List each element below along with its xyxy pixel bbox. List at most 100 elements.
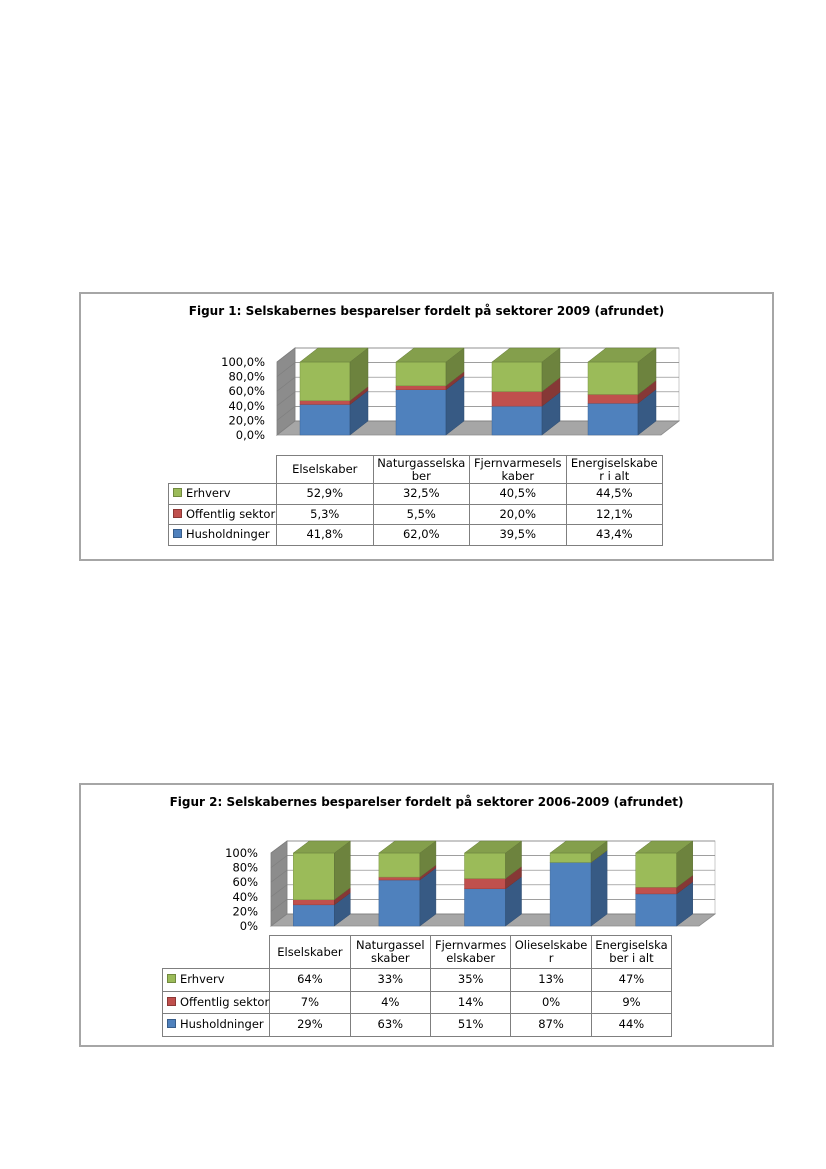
data-label: 9% (590, 990, 673, 1014)
category-label-line: Fjernvarmesels (473, 455, 562, 470)
bar-front (587, 403, 639, 436)
bar-front (293, 852, 335, 900)
bar-segment (378, 867, 437, 927)
bar-top (299, 347, 369, 363)
legend-entry: Erhverv (168, 483, 277, 505)
data-label: 52,9% (276, 483, 374, 505)
bar-segment (491, 347, 561, 393)
table-row: Erhverv 52,9% 32,5% 40,5% 44,5% (168, 483, 663, 505)
legend-swatch (167, 1019, 176, 1029)
category-label-line: r (548, 951, 554, 965)
x-category-label: Olieselskabe r (510, 935, 592, 969)
y-tick-label: 40,0% (228, 399, 265, 413)
category-label-line: kaber (501, 468, 535, 483)
bar-segment (549, 849, 608, 927)
bar-front (491, 405, 543, 436)
data-label: 47% (590, 968, 673, 992)
bar-front (395, 389, 447, 436)
data-label: 4% (349, 990, 431, 1014)
bar-front (293, 899, 335, 906)
category-label-line: skaber (370, 951, 410, 965)
series-name: Offentlig sektor (180, 994, 270, 1009)
bar-segment (635, 881, 693, 927)
category-label-line: Naturgassel (356, 938, 425, 952)
series-name: Husholdninger (186, 527, 270, 542)
data-label: 5,3% (276, 503, 374, 525)
bar-segment (395, 375, 465, 436)
bar-front (635, 893, 677, 927)
category-label-line: elskaber (446, 951, 496, 965)
data-label: 13% (510, 968, 592, 992)
side-wall (276, 347, 296, 436)
data-label: 64% (269, 968, 351, 992)
bar-segment (299, 389, 369, 436)
category-label-line: r i alt (599, 468, 630, 483)
y-tick-label: 20% (232, 904, 258, 918)
bar-segment (587, 347, 657, 395)
bar-front (491, 391, 543, 407)
category-label-line: Elselskaber (292, 462, 358, 476)
series-name: Husholdninger (180, 1017, 264, 1032)
data-label: 43,4% (565, 524, 663, 546)
bar-front (299, 361, 351, 401)
bar-front (549, 862, 592, 927)
chart-plot: 0,0%20,0%40,0%60,0%80,0%100,0% (221, 347, 681, 442)
data-label: 62,0% (372, 524, 470, 546)
y-tick-label: 0,0% (236, 428, 265, 442)
bar-top (378, 840, 437, 854)
series-name: Erhverv (180, 972, 225, 987)
data-label: 63% (349, 1013, 431, 1037)
bar-front (464, 888, 506, 927)
y-tick-label: 80,0% (228, 370, 265, 384)
table-row: Husholdninger 29% 63% 51% 87% 44% (161, 1013, 673, 1037)
legend-swatch (173, 488, 182, 498)
x-category-label: Elselskaber (276, 455, 374, 484)
data-label: 39,5% (469, 524, 567, 546)
y-tick-label: 20,0% (228, 413, 265, 427)
bar-front (464, 878, 506, 890)
data-label: 51% (429, 1013, 512, 1037)
data-label: 32,5% (372, 483, 470, 505)
bar-segment (299, 347, 369, 402)
legend-entry: Husholdninger (168, 524, 277, 546)
bar-front (395, 361, 447, 386)
y-tick-label: 100,0% (221, 355, 265, 369)
bar-front (464, 852, 506, 879)
side-wall (270, 840, 288, 927)
chart-title: Figur 1: Selskabernes besparelser fordel… (188, 304, 665, 318)
bar-front (587, 361, 639, 395)
bar-front (395, 385, 447, 390)
bar-front (378, 876, 421, 881)
legend-swatch (167, 974, 176, 984)
category-label-line: Fjernvarmes (435, 938, 507, 952)
figure-2: Figur 2: Selskabernes besparelser fordel… (79, 783, 774, 1047)
bar-top (292, 840, 352, 854)
bar-top (634, 840, 694, 854)
data-label: 35% (429, 968, 512, 992)
bar-segment (395, 347, 465, 387)
category-label-line: Naturgasselska (377, 455, 466, 470)
bar-segment (587, 388, 657, 436)
y-tick-label: 60,0% (228, 384, 265, 398)
table-row: Husholdninger 41,8% 62,0% 39,5% 43,4% (168, 524, 663, 546)
legend-entry: Husholdninger (161, 1013, 271, 1037)
bar-front (587, 394, 639, 404)
legend-swatch (173, 529, 182, 539)
category-label-line: Energiselska (595, 938, 668, 952)
legend-swatch (173, 508, 182, 518)
data-label: 87% (510, 1013, 592, 1037)
category-label-line: Energiselskabe (570, 455, 658, 470)
data-label: 7% (269, 990, 351, 1014)
bar-top (463, 840, 523, 854)
data-label: 33% (349, 968, 431, 992)
series-name: Erhverv (186, 486, 231, 501)
data-label: 12,1% (565, 503, 663, 525)
series-name: Offentlig sektor (186, 506, 276, 521)
